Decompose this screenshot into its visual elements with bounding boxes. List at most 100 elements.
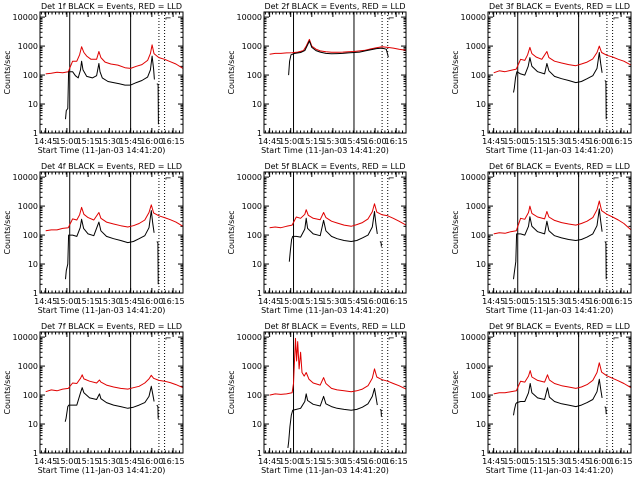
- x-tick-label: 15:45: [567, 457, 590, 466]
- x-tick-label: 16:15: [610, 137, 633, 146]
- plot-frame: [487, 11, 632, 134]
- y-axis-label: Counts/sec: [227, 370, 236, 414]
- y-tick-label: 100: [23, 71, 38, 80]
- series-line-events: [156, 404, 159, 419]
- x-tick-label: 16:15: [385, 457, 408, 466]
- x-tick-label: 15:45: [567, 297, 590, 306]
- y-tick-label: 10: [252, 260, 262, 269]
- panel-title: Det 1f BLACK = Events, RED = LLD: [41, 2, 182, 11]
- y-tick-label: 10: [476, 260, 486, 269]
- y-tick-label: 10000: [461, 13, 486, 22]
- y-axis-label: Counts/sec: [227, 210, 236, 254]
- y-tick-label: 10000: [237, 13, 262, 22]
- series-line-events: [379, 408, 382, 417]
- x-tick-label: 16:00: [140, 137, 163, 146]
- series-line-lld: [45, 204, 184, 232]
- panel-title: Det 4f BLACK = Events, RED = LLD: [41, 162, 182, 171]
- y-tick-label: 100: [247, 391, 262, 400]
- x-axis-label: Start Time (11-Jan-03 14:41:20): [486, 146, 614, 155]
- x-tick-label: 15:00: [279, 297, 302, 306]
- y-tick-label: 10: [476, 420, 486, 429]
- panel-det-9: Det 9f BLACK = Events, RED = LLD 1 10 100 10…: [451, 322, 633, 475]
- panel-title: Det 3f BLACK = Events, RED = LLD: [489, 2, 630, 11]
- y-tick-label: 1: [481, 129, 486, 138]
- series-line-events: [513, 52, 603, 93]
- x-tick-label: 15:30: [98, 297, 121, 306]
- series-line-events: [513, 208, 603, 280]
- panel-det-6: Det 6f BLACK = Events, RED = LLD 1 10 100 10…: [451, 162, 633, 315]
- y-tick-label: 1000: [466, 202, 486, 211]
- series-line-events: [604, 241, 607, 280]
- x-tick-label: 14:45: [34, 297, 57, 306]
- y-tick-label: 100: [23, 231, 38, 240]
- y-tick-label: 1000: [242, 42, 262, 51]
- x-tick-label: 15:45: [342, 137, 365, 146]
- x-tick-label: 14:45: [482, 137, 505, 146]
- x-tick-label: 14:45: [258, 297, 281, 306]
- y-tick-label: 1: [257, 289, 262, 298]
- x-tick-label: 14:45: [34, 457, 57, 466]
- x-tick-label: 16:00: [364, 457, 387, 466]
- y-tick-label: 100: [247, 231, 262, 240]
- x-tick-label: 16:15: [162, 137, 185, 146]
- series-line-lld: [45, 374, 184, 393]
- series-line-events: [604, 80, 607, 120]
- panel-title: Det 7f BLACK = Events, RED = LLD: [41, 322, 182, 331]
- x-tick-label: 15:00: [55, 137, 78, 146]
- x-tick-label: 14:45: [34, 137, 57, 146]
- x-tick-label: 14:45: [258, 137, 281, 146]
- x-tick-label: 15:15: [525, 457, 548, 466]
- x-tick-label: 15:00: [55, 297, 78, 306]
- y-tick-label: 1: [33, 289, 38, 298]
- x-axis-label: Start Time (11-Jan-03 14:41:20): [486, 466, 614, 475]
- y-tick-label: 10: [252, 420, 262, 429]
- series-line-lld: [269, 337, 407, 396]
- corner-mark: ⌐: [613, 334, 620, 343]
- x-tick-label: 15:00: [503, 137, 526, 146]
- plot-frame: [487, 171, 632, 294]
- series-line-lld: [269, 203, 407, 229]
- corner-mark: ⌐: [388, 334, 395, 343]
- x-tick-label: 15:30: [546, 137, 569, 146]
- series-line-events: [156, 241, 159, 285]
- series-line-lld: [493, 200, 632, 235]
- x-axis-label: Start Time (11-Jan-03 14:41:20): [38, 306, 166, 315]
- x-tick-label: 15:15: [300, 137, 323, 146]
- x-tick-label: 14:45: [258, 457, 281, 466]
- series-line-events: [156, 83, 159, 125]
- x-tick-label: 15:30: [546, 297, 569, 306]
- x-tick-label: 15:30: [98, 457, 121, 466]
- plot-frame: [487, 331, 632, 454]
- y-axis-label: Counts/sec: [3, 50, 12, 94]
- x-axis-label: Start Time (11-Jan-03 14:41:20): [38, 146, 166, 155]
- panel-det-2: Det 2f BLACK = Events, RED = LLD 1 10 100 10…: [227, 2, 408, 155]
- series-line-events: [287, 387, 378, 448]
- y-tick-label: 1000: [18, 202, 38, 211]
- y-tick-label: 10000: [237, 173, 262, 182]
- x-tick-label: 15:00: [279, 137, 302, 146]
- y-axis-label: Counts/sec: [451, 50, 460, 94]
- x-tick-label: 16:00: [588, 457, 611, 466]
- y-tick-label: 1: [33, 129, 38, 138]
- y-tick-label: 10: [28, 260, 38, 269]
- x-tick-label: 16:15: [385, 137, 408, 146]
- x-axis-label: Start Time (11-Jan-03 14:41:20): [261, 146, 389, 155]
- panel-title: Det 5f BLACK = Events, RED = LLD: [264, 162, 405, 171]
- plot-frame: [39, 171, 184, 294]
- x-tick-label: 15:15: [77, 457, 100, 466]
- x-tick-label: 15:00: [55, 457, 78, 466]
- y-tick-label: 1000: [18, 362, 38, 371]
- series-line-events: [379, 241, 382, 247]
- series-line-events: [513, 378, 603, 416]
- x-tick-label: 15:45: [342, 457, 365, 466]
- panel-det-7: Det 7f BLACK = Events, RED = LLD 1 10 100 10…: [3, 322, 185, 475]
- x-tick-label: 15:45: [567, 137, 590, 146]
- y-tick-label: 1: [33, 449, 38, 458]
- y-axis-label: Counts/sec: [3, 370, 12, 414]
- y-tick-label: 100: [471, 71, 486, 80]
- corner-mark: ⌐: [388, 14, 395, 23]
- corner-mark: ⌐: [613, 14, 620, 23]
- series-line-lld: [493, 362, 632, 395]
